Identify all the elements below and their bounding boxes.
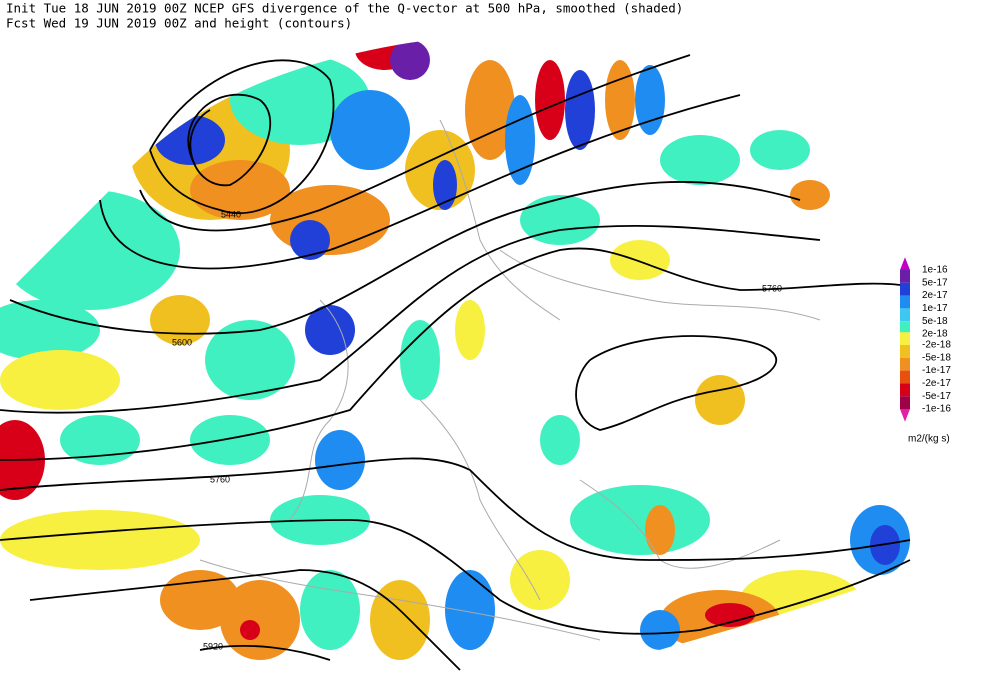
contour-line xyxy=(149,59,335,214)
contour-line xyxy=(0,247,901,461)
contour-line xyxy=(187,93,271,186)
legend-arrow xyxy=(900,257,910,270)
contour-line xyxy=(0,457,911,561)
coastlines xyxy=(199,119,821,641)
contour-line xyxy=(99,94,741,270)
contour-line xyxy=(9,181,801,335)
contour-line xyxy=(0,224,821,414)
legend-swatch xyxy=(900,270,910,283)
contour-label: 5920 xyxy=(203,641,223,651)
legend-label: 5e-18 xyxy=(922,316,948,327)
legend-units: m2/(kg s) xyxy=(908,434,950,445)
legend-label: 5e-17 xyxy=(922,277,948,288)
header-line: Fcst Wed 19 JUN 2019 00Z and height (con… xyxy=(6,16,352,31)
height-contours xyxy=(0,54,911,671)
legend-label: 1e-17 xyxy=(922,303,948,314)
legend-label: -1e-16 xyxy=(922,404,951,415)
legend-label: 2e-17 xyxy=(922,290,948,301)
contour-label: 5440 xyxy=(221,209,241,219)
header-line: Init Tue 18 JUN 2019 00Z NCEP GFS diverg… xyxy=(6,1,683,16)
legend-swatch xyxy=(900,332,910,345)
legend-swatch xyxy=(900,396,910,409)
legend-label: 2e-18 xyxy=(922,329,948,340)
legend-label: -2e-18 xyxy=(922,340,951,351)
contour-line xyxy=(139,54,691,232)
legend-swatch xyxy=(900,370,910,384)
shaded-field xyxy=(0,30,910,660)
contour-line xyxy=(575,335,777,431)
legend-label: -2e-17 xyxy=(922,378,951,389)
contour-line xyxy=(29,569,461,671)
contour-label: 5760 xyxy=(210,474,230,484)
contour-label: 5760 xyxy=(762,283,782,293)
legend-swatch xyxy=(900,345,910,358)
contour-label: 5600 xyxy=(172,337,192,347)
contour-line xyxy=(199,645,331,661)
legend-label: -5e-17 xyxy=(922,391,951,402)
legend-swatch xyxy=(900,357,910,371)
legend-label: -1e-17 xyxy=(922,365,951,376)
legend-swatch xyxy=(900,308,910,322)
legend-label: -5e-18 xyxy=(922,352,951,363)
legend-label: 1e-16 xyxy=(922,265,948,276)
legend-swatch xyxy=(900,282,910,296)
legend-arrow xyxy=(900,409,910,422)
header: Init Tue 18 JUN 2019 00Z NCEP GFS diverg… xyxy=(6,1,683,31)
legend-swatch xyxy=(900,295,910,309)
contour-labels: 5440 5600 5760 5760 5920 xyxy=(172,209,782,651)
legend-swatch xyxy=(900,383,910,397)
contour-line xyxy=(0,519,911,635)
legend-swatch xyxy=(900,321,910,334)
